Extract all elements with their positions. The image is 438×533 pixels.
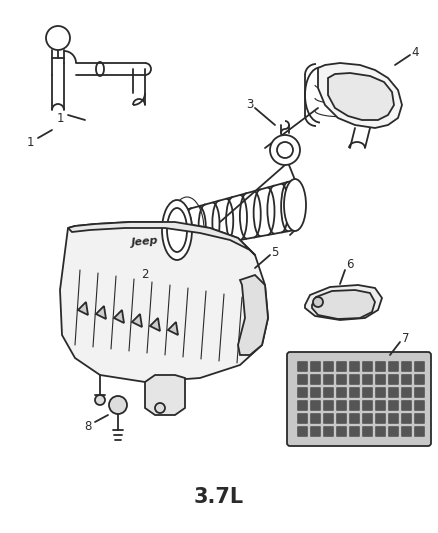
FancyBboxPatch shape [311, 361, 321, 372]
FancyBboxPatch shape [336, 414, 346, 424]
Text: 6: 6 [346, 259, 354, 271]
FancyBboxPatch shape [375, 361, 385, 372]
FancyBboxPatch shape [363, 414, 372, 424]
Polygon shape [60, 222, 268, 382]
Text: 3.7L: 3.7L [194, 487, 244, 507]
FancyBboxPatch shape [311, 426, 321, 437]
FancyBboxPatch shape [414, 361, 424, 372]
FancyBboxPatch shape [402, 400, 411, 410]
FancyBboxPatch shape [324, 361, 333, 372]
FancyBboxPatch shape [324, 375, 333, 384]
FancyBboxPatch shape [336, 375, 346, 384]
FancyBboxPatch shape [414, 414, 424, 424]
FancyBboxPatch shape [414, 375, 424, 384]
FancyBboxPatch shape [350, 426, 360, 437]
FancyBboxPatch shape [324, 400, 333, 410]
FancyBboxPatch shape [414, 400, 424, 410]
Polygon shape [318, 63, 402, 128]
Polygon shape [68, 222, 255, 255]
Polygon shape [78, 302, 88, 315]
Text: 7: 7 [402, 332, 410, 344]
FancyBboxPatch shape [297, 400, 307, 410]
Circle shape [270, 135, 300, 165]
Polygon shape [132, 314, 142, 327]
Circle shape [46, 26, 70, 50]
FancyBboxPatch shape [402, 426, 411, 437]
FancyBboxPatch shape [414, 387, 424, 398]
Polygon shape [328, 73, 394, 120]
FancyBboxPatch shape [297, 414, 307, 424]
Text: 8: 8 [84, 419, 92, 432]
FancyBboxPatch shape [402, 361, 411, 372]
FancyBboxPatch shape [297, 361, 307, 372]
Text: Jeep: Jeep [131, 236, 159, 248]
Circle shape [313, 297, 323, 307]
FancyBboxPatch shape [363, 400, 372, 410]
Circle shape [109, 396, 127, 414]
FancyBboxPatch shape [311, 375, 321, 384]
FancyBboxPatch shape [375, 387, 385, 398]
FancyBboxPatch shape [350, 375, 360, 384]
FancyBboxPatch shape [297, 426, 307, 437]
FancyBboxPatch shape [350, 387, 360, 398]
FancyBboxPatch shape [375, 414, 385, 424]
FancyBboxPatch shape [363, 387, 372, 398]
FancyBboxPatch shape [375, 426, 385, 437]
FancyBboxPatch shape [350, 361, 360, 372]
FancyBboxPatch shape [389, 387, 399, 398]
FancyBboxPatch shape [311, 387, 321, 398]
FancyBboxPatch shape [297, 375, 307, 384]
FancyBboxPatch shape [363, 361, 372, 372]
Circle shape [277, 142, 293, 158]
FancyBboxPatch shape [389, 400, 399, 410]
Ellipse shape [167, 208, 187, 252]
Text: 3: 3 [246, 99, 254, 111]
FancyBboxPatch shape [297, 387, 307, 398]
Text: 2: 2 [141, 269, 149, 281]
FancyBboxPatch shape [336, 400, 346, 410]
FancyBboxPatch shape [311, 400, 321, 410]
Text: 1: 1 [56, 111, 64, 125]
FancyBboxPatch shape [336, 387, 346, 398]
Text: 4: 4 [411, 45, 419, 59]
Polygon shape [168, 322, 178, 335]
FancyBboxPatch shape [389, 414, 399, 424]
FancyBboxPatch shape [350, 414, 360, 424]
FancyBboxPatch shape [336, 361, 346, 372]
FancyBboxPatch shape [402, 375, 411, 384]
FancyBboxPatch shape [389, 361, 399, 372]
FancyBboxPatch shape [375, 375, 385, 384]
Polygon shape [114, 310, 124, 323]
FancyBboxPatch shape [311, 414, 321, 424]
Circle shape [155, 403, 165, 413]
FancyBboxPatch shape [414, 426, 424, 437]
FancyBboxPatch shape [324, 414, 333, 424]
Polygon shape [145, 375, 185, 415]
Circle shape [95, 395, 105, 405]
Polygon shape [238, 275, 268, 355]
Polygon shape [96, 306, 106, 319]
FancyBboxPatch shape [402, 414, 411, 424]
FancyBboxPatch shape [324, 387, 333, 398]
FancyBboxPatch shape [389, 375, 399, 384]
FancyBboxPatch shape [336, 426, 346, 437]
Polygon shape [305, 285, 382, 320]
FancyBboxPatch shape [389, 426, 399, 437]
Ellipse shape [162, 200, 192, 260]
FancyBboxPatch shape [350, 400, 360, 410]
Polygon shape [150, 318, 160, 331]
Text: 5: 5 [271, 246, 279, 259]
Text: 1: 1 [26, 136, 34, 149]
FancyBboxPatch shape [324, 426, 333, 437]
FancyBboxPatch shape [287, 352, 431, 446]
FancyBboxPatch shape [363, 426, 372, 437]
FancyBboxPatch shape [375, 400, 385, 410]
FancyBboxPatch shape [363, 375, 372, 384]
Ellipse shape [284, 179, 306, 231]
Polygon shape [312, 290, 375, 319]
FancyBboxPatch shape [402, 387, 411, 398]
